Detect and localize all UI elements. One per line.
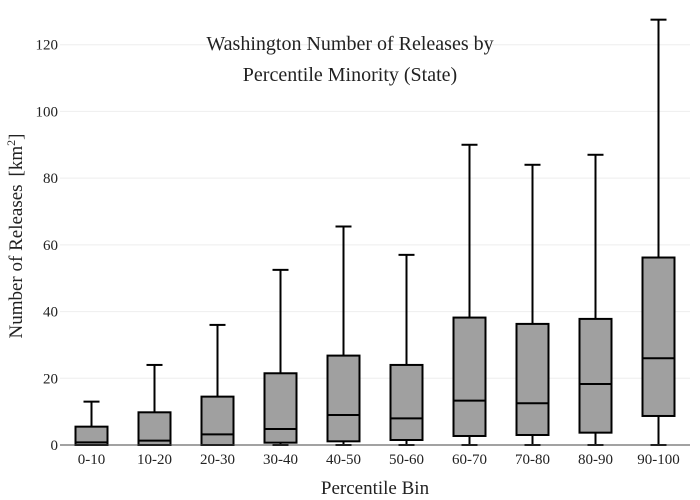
y-axis-title: Number of Releases [km2] — [4, 134, 27, 339]
box-30-40 — [263, 268, 298, 446]
x-tick-label: 30-40 — [263, 452, 298, 468]
y-tick-labels: 0 20 40 60 80 100 120 — [36, 38, 59, 454]
box-90-100 — [641, 18, 676, 446]
y-axis-title-text: Number of Releases — [6, 184, 27, 338]
x-tick-label: 90-100 — [637, 452, 680, 468]
chart-title-line-1: Washington Number of Releases by — [206, 33, 493, 55]
iqr-box — [578, 317, 613, 434]
x-tick-label: 0-10 — [78, 452, 106, 468]
y-tick-label: 60 — [43, 238, 58, 254]
y-tick-label: 20 — [43, 371, 58, 387]
y-tick-label: 40 — [43, 305, 58, 321]
x-tick-label: 40-50 — [326, 452, 361, 468]
iqr-box — [326, 354, 361, 443]
box-60-70 — [452, 143, 487, 446]
box-50-60 — [389, 253, 424, 446]
x-tick-label: 80-90 — [578, 452, 613, 468]
y-tick-label: 100 — [36, 104, 59, 120]
box-40-50 — [326, 225, 361, 446]
box-series — [74, 18, 676, 446]
iqr-box — [452, 316, 487, 437]
iqr-box — [200, 395, 235, 446]
iqr-box — [515, 322, 550, 436]
x-tick-label: 10-20 — [137, 452, 172, 468]
box-0-10 — [74, 400, 109, 446]
box-10-20 — [137, 363, 172, 446]
y-tick-label: 0 — [51, 438, 59, 454]
box-20-30 — [200, 323, 235, 446]
y-axis-unit-superscript: 2 — [4, 140, 18, 146]
iqr-box — [389, 363, 424, 441]
x-tick-label: 70-80 — [515, 452, 550, 468]
y-axis-unit-open: [km — [6, 146, 27, 177]
x-axis-title: Percentile Bin — [321, 478, 430, 499]
x-tick-label: 60-70 — [452, 452, 487, 468]
iqr-box — [641, 256, 676, 417]
y-tick-label: 80 — [43, 171, 58, 187]
box-80-90 — [578, 153, 613, 446]
chart-title-line-2: Percentile Minority (State) — [243, 64, 457, 86]
x-tick-label: 20-30 — [200, 452, 235, 468]
y-axis-unit-close: ] — [6, 134, 27, 140]
iqr-box — [263, 372, 298, 444]
y-tick-label: 120 — [36, 38, 59, 54]
x-tick-labels: 0-10 10-20 20-30 30-40 40-50 50-60 60-70 70-80 8… — [78, 452, 680, 468]
x-tick-label: 50-60 — [389, 452, 424, 468]
box-70-80 — [515, 163, 550, 446]
